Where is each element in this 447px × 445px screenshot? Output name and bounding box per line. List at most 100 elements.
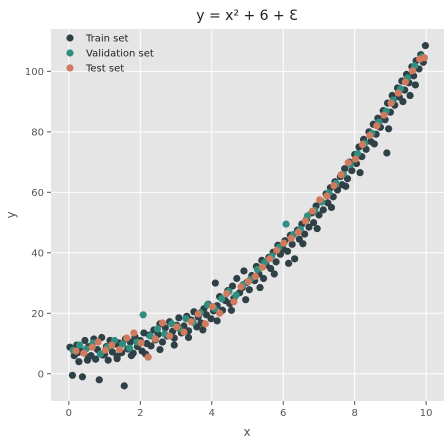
data-point bbox=[383, 149, 391, 157]
data-point bbox=[258, 263, 267, 271]
data-point bbox=[366, 131, 374, 140]
data-point bbox=[287, 234, 295, 242]
data-point bbox=[113, 352, 121, 360]
data-point bbox=[130, 329, 138, 337]
data-point bbox=[95, 376, 103, 384]
data-point bbox=[201, 320, 209, 328]
data-point bbox=[291, 255, 299, 263]
data-point bbox=[356, 169, 364, 177]
y-tick-label: 80 bbox=[31, 127, 44, 138]
data-points bbox=[66, 42, 430, 390]
data-point bbox=[284, 259, 293, 267]
data-point bbox=[256, 283, 264, 292]
data-point bbox=[115, 345, 124, 354]
data-point bbox=[337, 171, 345, 179]
data-point bbox=[319, 206, 327, 214]
legend-marker bbox=[66, 64, 74, 72]
data-point bbox=[223, 290, 231, 298]
y-tick-label: 40 bbox=[31, 248, 44, 259]
data-point bbox=[232, 291, 240, 299]
data-point bbox=[399, 97, 407, 106]
data-point bbox=[108, 348, 117, 356]
data-point bbox=[68, 371, 77, 379]
data-point bbox=[88, 343, 96, 351]
data-point bbox=[101, 346, 109, 354]
data-point bbox=[184, 333, 193, 342]
data-point bbox=[80, 349, 88, 357]
data-point bbox=[173, 323, 181, 331]
data-point bbox=[282, 220, 290, 228]
data-point bbox=[208, 303, 217, 311]
data-point bbox=[358, 140, 367, 149]
data-point bbox=[233, 274, 241, 283]
data-point bbox=[147, 342, 155, 350]
data-point bbox=[240, 267, 248, 275]
data-point bbox=[207, 315, 215, 323]
data-point bbox=[199, 326, 207, 334]
data-point bbox=[156, 345, 164, 354]
data-point bbox=[137, 339, 145, 347]
data-point bbox=[75, 341, 84, 349]
data-point bbox=[230, 298, 238, 306]
data-point bbox=[78, 373, 87, 381]
series-test-set bbox=[72, 54, 428, 361]
x-tick-label: 0 bbox=[66, 408, 72, 419]
data-point bbox=[211, 279, 219, 287]
data-point bbox=[216, 309, 224, 317]
data-point bbox=[266, 255, 274, 263]
data-point bbox=[227, 306, 236, 314]
data-point bbox=[180, 328, 188, 336]
x-tick-label: 4 bbox=[209, 408, 215, 419]
data-point bbox=[420, 54, 428, 62]
data-point bbox=[126, 344, 134, 352]
y-tick-label: 20 bbox=[31, 309, 44, 320]
data-point bbox=[237, 283, 245, 291]
data-point bbox=[351, 155, 359, 163]
data-point bbox=[127, 352, 135, 360]
data-point bbox=[218, 295, 226, 303]
data-point bbox=[120, 382, 128, 390]
data-point bbox=[301, 230, 309, 238]
data-point bbox=[94, 338, 102, 346]
data-point bbox=[387, 99, 395, 107]
data-point bbox=[330, 182, 338, 190]
data-point bbox=[175, 314, 183, 322]
legend-marker bbox=[66, 34, 74, 42]
legend-marker bbox=[66, 49, 74, 57]
data-point bbox=[288, 240, 296, 248]
data-point bbox=[385, 125, 393, 133]
data-point bbox=[348, 166, 356, 175]
data-point bbox=[341, 165, 349, 173]
data-point bbox=[92, 355, 100, 363]
data-point bbox=[166, 332, 174, 340]
data-point bbox=[104, 356, 112, 364]
data-point bbox=[353, 150, 362, 158]
legend-label: Test set bbox=[85, 64, 124, 75]
data-point bbox=[343, 175, 352, 183]
data-point bbox=[316, 196, 324, 204]
data-point bbox=[244, 277, 252, 286]
data-point bbox=[327, 203, 336, 212]
data-point bbox=[273, 246, 281, 254]
data-point bbox=[301, 217, 309, 225]
x-axis-label: x bbox=[243, 425, 250, 439]
data-point bbox=[118, 340, 127, 348]
data-point bbox=[75, 358, 83, 366]
y-tick-label: 100 bbox=[25, 67, 44, 78]
data-point bbox=[151, 335, 159, 343]
data-point bbox=[194, 310, 202, 318]
data-point bbox=[313, 225, 321, 233]
data-point bbox=[421, 42, 430, 50]
data-point bbox=[380, 111, 388, 119]
data-point bbox=[213, 317, 221, 325]
y-tick-label: 60 bbox=[31, 188, 44, 199]
data-point bbox=[144, 353, 152, 361]
x-tick-label: 2 bbox=[137, 408, 143, 419]
data-point bbox=[272, 258, 280, 266]
y-axis-label: y bbox=[4, 211, 18, 218]
data-point bbox=[280, 239, 288, 247]
data-point bbox=[294, 228, 302, 236]
data-point bbox=[270, 270, 278, 278]
x-tick-label: 8 bbox=[351, 408, 357, 419]
